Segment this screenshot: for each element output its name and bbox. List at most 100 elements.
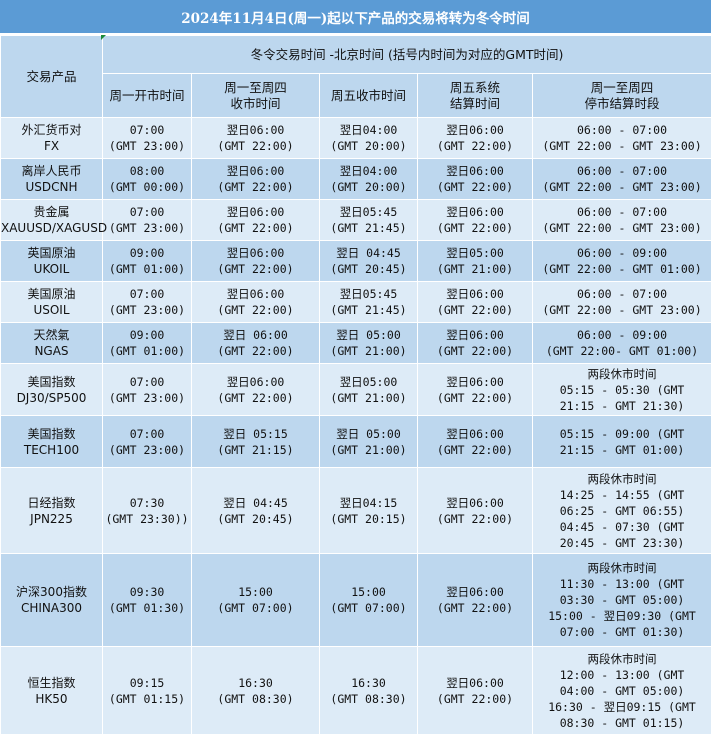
- cell-line: (GMT 21:00): [330, 390, 407, 405]
- product-name: 美国指数: [27, 426, 76, 441]
- cell-line: 翌日06:00: [446, 426, 504, 441]
- monday-open-cell: 09:15 (GMT 01:15): [102, 646, 192, 735]
- product-name: 恒生指数: [27, 675, 76, 690]
- monday-open-cell: 07:00 (GMT 23:00): [102, 363, 192, 416]
- table-row: 美国指数 TECH100 07:00 (GMT 23:00) 翌日 05:15 (GMT …: [0, 415, 711, 468]
- mon-thu-settlement-window-cell: 两段休市时间 14:25 - 14:55 (GMT 06:25 - GMT 06:5…: [532, 467, 711, 554]
- header-line: 周一开市时间: [109, 87, 185, 103]
- cell-line: 04:45 - 07:30 (GMT: [559, 519, 685, 534]
- product-name: 外汇货币对: [21, 123, 82, 137]
- table-row: 美国原油 USOIL 07:00 (GMT 23:00) 翌日06:00 (GMT 22:…: [0, 281, 711, 323]
- product-cell: 外汇货币对 FX: [0, 117, 103, 159]
- product-name: 离岸人民币: [21, 164, 82, 178]
- cell-line: (GMT 01:00): [108, 344, 186, 358]
- cell-line: (GMT 22:00): [436, 442, 514, 457]
- cell-line: 翌日06:00: [446, 675, 504, 690]
- cell-line: (GMT 22:00 - GMT 23:00): [542, 139, 702, 153]
- cell-line: 07:00: [129, 287, 165, 301]
- cell-line: 16:30 - 翌日09:15 (GMT: [548, 699, 696, 714]
- cell-line: (GMT 01:15): [108, 691, 186, 706]
- cell-line: (GMT 07:00): [217, 601, 294, 615]
- cell-line: (GMT 22:00): [436, 390, 514, 405]
- cell-line: 06:00 - 07:00: [576, 123, 667, 137]
- cell-line: 翌日06:00: [446, 205, 504, 219]
- cell-line: (GMT 01:30): [108, 601, 186, 615]
- monday-open-cell: 07:00 (GMT 23:00): [102, 415, 192, 468]
- cell-line: (GMT 22:00): [217, 344, 294, 358]
- cell-line: 20:45 - GMT 23:30): [559, 535, 685, 550]
- product-cell: 恒生指数 HK50: [0, 646, 103, 735]
- cell-line: 翌日04:00: [339, 123, 398, 137]
- cell-line: (GMT 07:00): [330, 601, 407, 615]
- mon-thu-close-cell: 15:00 (GMT 07:00): [191, 553, 320, 647]
- header-product: 交易产品: [0, 35, 103, 118]
- cell-line: (GMT 21:45): [330, 221, 407, 235]
- table-row: 恒生指数 HK50 09:15 (GMT 01:15) 16:30 (GMT 08:30)…: [0, 646, 711, 735]
- cell-line: 15:00: [238, 585, 273, 599]
- product-cell: 离岸人民币 USDCNH: [0, 158, 103, 200]
- product-name: 美国原油: [27, 287, 76, 301]
- cell-line: (GMT 01:00): [108, 262, 186, 276]
- cell-line: 06:00 - 07:00: [576, 205, 667, 219]
- cell-line: (GMT 22:00): [217, 139, 294, 153]
- friday-close-cell: 翌日04:00 (GMT 20:00): [319, 158, 418, 200]
- cell-line: 11:30 - 13:00 (GMT: [559, 577, 685, 591]
- cell-line: (GMT 22:00): [217, 390, 294, 405]
- cell-line: (GMT 22:00): [436, 691, 514, 706]
- friday-settlement-cell: 翌日06:00 (GMT 22:00): [417, 646, 533, 735]
- table-title: 2024年11月4日(周一)起以下产品的交易将转为冬令时间: [0, 0, 711, 35]
- mon-thu-close-cell: 翌日06:00 (GMT 22:00): [191, 363, 320, 416]
- header-row: 交易产品 冬令交易时间 -北京时间 (括号内时间为对应的GMT时间): [0, 35, 711, 118]
- friday-close-cell: 16:30 (GMT 08:30): [319, 646, 418, 735]
- product-code: UKOIL: [33, 262, 70, 276]
- cell-line: 翌日 05:00: [336, 328, 401, 342]
- cell-line: 07:00: [129, 123, 165, 137]
- cell-comment-marker: [101, 35, 106, 40]
- cell-line: (GMT 23:00): [108, 390, 186, 405]
- product-code: USDCNH: [25, 180, 78, 194]
- cell-line: 06:00 - 09:00: [576, 328, 667, 342]
- cell-line: (GMT 21:00): [436, 262, 514, 276]
- cell-line: 12:00 - 13:00 (GMT: [559, 667, 685, 682]
- product-cell: 日经指数 JPN225: [0, 467, 103, 554]
- cell-line: (GMT 22:00): [436, 344, 514, 358]
- cell-line: (GMT 21:15): [217, 442, 294, 457]
- friday-close-cell: 翌日 04:45 (GMT 20:45): [319, 240, 418, 282]
- column-header-monday-open: 周一开市时间: [102, 73, 192, 118]
- header-line: 收市时间: [230, 95, 281, 111]
- cell-line: (GMT 22:00): [217, 262, 294, 276]
- cell-line: 16:30: [351, 675, 386, 690]
- mon-thu-close-cell: 翌日06:00 (GMT 22:00): [191, 240, 320, 282]
- cell-line: 两段休市时间: [587, 471, 657, 486]
- friday-close-cell: 翌日 05:00 (GMT 21:00): [319, 415, 418, 468]
- header-line: 周五收市时间: [330, 87, 406, 103]
- product-code: TECH100: [23, 442, 80, 457]
- cell-line: 翌日06:00: [446, 495, 504, 510]
- cell-line: (GMT 08:30): [217, 691, 294, 706]
- cell-line: 16:30: [238, 675, 273, 690]
- subheader-row: 周一开市时间 周一至周四 收市时间 周五收市时间 周五系统 结算时间 周一至周四 停市结算时段: [1, 73, 711, 118]
- cell-line: 09:00: [129, 246, 165, 260]
- cell-line: 翌日05:00: [446, 246, 504, 260]
- product-cell: 美国指数 DJ30/SP500: [0, 363, 103, 416]
- friday-settlement-cell: 翌日06:00 (GMT 22:00): [417, 281, 533, 323]
- mon-thu-close-cell: 翌日 04:45 (GMT 20:45): [191, 467, 320, 554]
- cell-line: 翌日 05:00: [336, 426, 401, 441]
- cell-line: 08:00: [129, 164, 165, 178]
- mon-thu-close-cell: 翌日06:00 (GMT 22:00): [191, 158, 320, 200]
- cell-line: (GMT 22:00 - GMT 23:00): [542, 180, 702, 194]
- cell-line: 05:15 - 05:30 (GMT: [559, 382, 685, 397]
- trading-hours-table: 交易产品 冬令交易时间 -北京时间 (括号内时间为对应的GMT时间) 周一开市时…: [0, 35, 711, 735]
- table-row: 沪深300指数 CHINA300 09:30 (GMT 01:30) 15:00 (GMT…: [0, 553, 711, 647]
- product-name: 美国指数: [27, 374, 76, 389]
- cell-line: 06:25 - GMT 06:55): [559, 503, 685, 518]
- friday-close-cell: 翌日 05:00 (GMT 21:00): [319, 322, 418, 364]
- product-code: FX: [43, 139, 60, 153]
- cell-line: (GMT 22:00): [436, 601, 514, 615]
- table-row: 美国指数 DJ30/SP500 07:00 (GMT 23:00) 翌日06:00 (GM…: [0, 363, 711, 416]
- friday-close-cell: 15:00 (GMT 07:00): [319, 553, 418, 647]
- product-code: XAUUSD/XAGUSD: [1, 221, 108, 235]
- mon-thu-settlement-window-cell: 06:00 - 07:00 (GMT 22:00 - GMT 23:00): [532, 117, 711, 159]
- friday-close-cell: 翌日04:00 (GMT 20:00): [319, 117, 418, 159]
- cell-line: 07:00: [129, 205, 165, 219]
